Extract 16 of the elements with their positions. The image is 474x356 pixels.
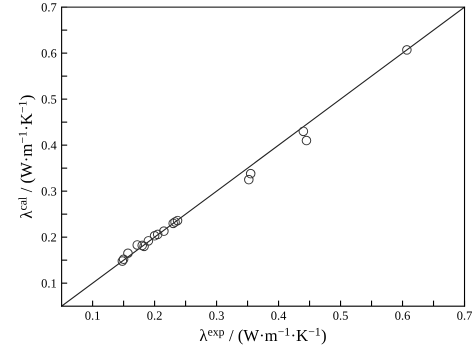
y-tick-label: 0.6 xyxy=(42,49,56,58)
x-tick-label: 0.2 xyxy=(147,311,162,320)
x-tick-label: 0.7 xyxy=(457,311,472,320)
y-tick-label: 0.7 xyxy=(42,3,56,12)
x-tick-label: 0.1 xyxy=(85,311,100,320)
y-axis-title: λ$^{cal}$ / (W·m$^{−1}$·K$^{−1}$) xyxy=(18,95,36,218)
x-tick-label: 0.6 xyxy=(395,311,410,320)
y-tick-label: 0.2 xyxy=(42,233,56,242)
y-tick-label: 0.3 xyxy=(42,187,56,196)
x-axis-title: λ$^{exp}$ / (W·m$^{−1}$·K$^{−1}$) xyxy=(200,328,326,345)
x-tick-label: 0.4 xyxy=(271,311,286,320)
y-tick-label: 0.5 xyxy=(42,95,56,104)
y-tick-label: 0.1 xyxy=(42,279,56,288)
y-tick-label: 0.4 xyxy=(42,141,57,150)
x-tick-label: 0.5 xyxy=(333,311,348,320)
x-tick-label: 0.3 xyxy=(209,311,224,320)
